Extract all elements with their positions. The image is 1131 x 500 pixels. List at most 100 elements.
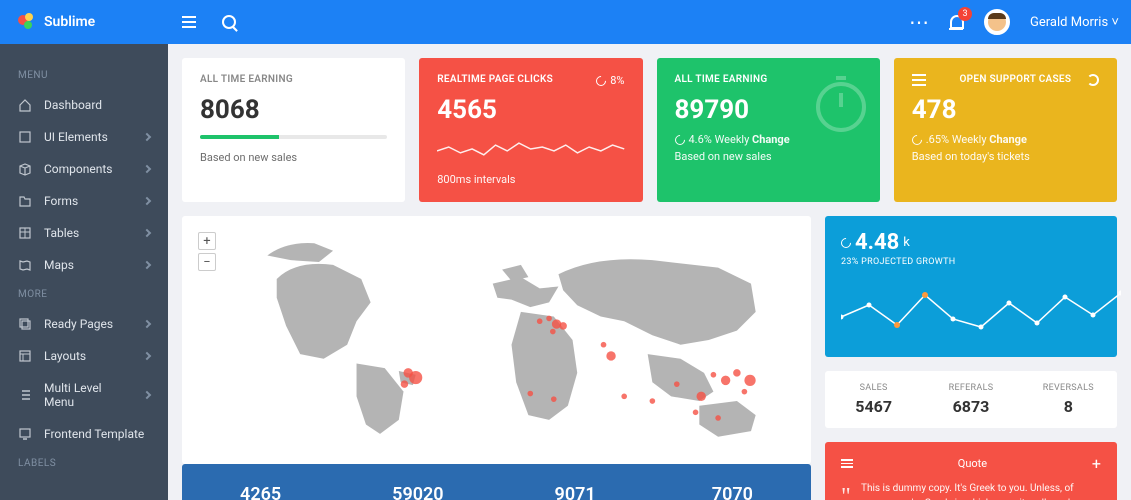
sidebar-item-ready-pages[interactable]: Ready Pages xyxy=(0,308,168,340)
logo[interactable]: Sublime xyxy=(0,13,168,31)
map-marker[interactable] xyxy=(559,322,567,330)
support-card: OPEN SUPPORT CASES 478 .65% Weekly Chang… xyxy=(894,58,1117,202)
map-stat: 7070 xyxy=(654,484,811,500)
search-icon[interactable] xyxy=(222,15,236,29)
sidebar-item-forms[interactable]: Forms xyxy=(0,185,168,217)
map-marker[interactable] xyxy=(742,389,748,395)
timer-icon xyxy=(816,82,866,132)
card-delta: 8% xyxy=(596,74,624,87)
sparkline-chart xyxy=(437,137,624,159)
map-stats-bar: 42655902090717070 xyxy=(182,464,811,500)
list-icon[interactable] xyxy=(841,459,853,468)
avatar[interactable] xyxy=(984,9,1010,35)
sidebar-item-label: Components xyxy=(44,162,132,176)
map-marker[interactable] xyxy=(697,392,706,401)
sidebar-item-label: Maps xyxy=(44,258,132,272)
more-icon[interactable]: ⋯ xyxy=(909,10,930,34)
map-marker[interactable] xyxy=(606,351,615,360)
card-value: 4565 xyxy=(437,95,624,125)
quote-mark-icon: " xyxy=(841,479,851,500)
sidebar-item-multi-level-menu[interactable]: Multi Level Menu xyxy=(0,372,168,418)
map-marker[interactable] xyxy=(550,329,556,335)
zoom-out-button[interactable]: − xyxy=(198,253,216,271)
chevron-right-icon xyxy=(143,197,151,205)
sidebar-item-label: Ready Pages xyxy=(44,317,132,331)
map-marker[interactable] xyxy=(733,369,741,377)
user-menu[interactable]: Gerald Morris ˅ xyxy=(1030,14,1119,30)
home-icon xyxy=(18,98,32,112)
chevron-right-icon xyxy=(143,352,151,360)
map-marker[interactable] xyxy=(527,391,533,397)
card-subtitle: Based on today's tickets xyxy=(912,150,1099,163)
sidebar-item-tables[interactable]: Tables xyxy=(0,217,168,249)
growth-subtitle: 23% PROJECTED GROWTH xyxy=(841,257,1101,267)
menu-toggle-icon[interactable] xyxy=(182,16,196,28)
card-title: OPEN SUPPORT CASES xyxy=(932,74,1099,85)
card-change: .65% Weekly Change xyxy=(912,133,1099,146)
chevron-right-icon xyxy=(143,320,151,328)
sidebar-item-ui-elements[interactable]: UI Elements xyxy=(0,121,168,153)
stat-sales: SALES5467 xyxy=(825,383,922,416)
stat-label: REVERSALS xyxy=(1020,383,1117,393)
refresh-icon xyxy=(594,73,608,87)
sidebar-item-label: Dashboard xyxy=(44,98,150,112)
chevron-right-icon xyxy=(143,391,151,399)
map-marker[interactable] xyxy=(674,381,680,387)
map-marker[interactable] xyxy=(744,375,755,386)
sidebar-item-label: Layouts xyxy=(44,349,132,363)
map-marker[interactable] xyxy=(715,415,721,421)
zoom-in-button[interactable]: + xyxy=(198,232,216,250)
clicks-card: REALTIME PAGE CLICKS 8% 4565 800ms inter… xyxy=(419,58,642,202)
map-marker[interactable] xyxy=(711,372,717,378)
map-marker[interactable] xyxy=(650,398,656,404)
sidebar-section-header: MORE xyxy=(0,281,168,308)
refresh-icon xyxy=(839,235,853,249)
map-marker[interactable] xyxy=(621,394,627,400)
sidebar-item-components[interactable]: Components xyxy=(0,153,168,185)
bell-icon[interactable]: 3 xyxy=(950,15,964,29)
card-title: ALL TIME EARNING xyxy=(200,74,387,85)
add-icon[interactable]: + xyxy=(1092,454,1101,473)
sidebar: MENU Dashboard UI Elements Components FormsT… xyxy=(0,44,168,500)
quote-title: Quote xyxy=(853,457,1092,470)
layout-icon xyxy=(18,349,32,363)
growth-line-chart xyxy=(841,275,1121,343)
stat-reversals: REVERSALS8 xyxy=(1020,383,1117,416)
list-icon xyxy=(18,388,32,402)
map-marker[interactable] xyxy=(409,371,422,384)
sidebar-item-frontend-template[interactable]: Frontend Template xyxy=(0,418,168,450)
card-subtitle: 800ms intervals xyxy=(437,173,624,186)
map-marker[interactable] xyxy=(551,396,557,402)
map-marker[interactable] xyxy=(401,380,409,388)
table-icon xyxy=(18,226,32,240)
progress-bar xyxy=(200,135,387,139)
refresh-icon[interactable] xyxy=(1087,74,1099,86)
monitor-icon xyxy=(18,427,32,441)
card-value: 478 xyxy=(912,95,1099,125)
map-marker[interactable] xyxy=(546,316,552,322)
chevron-right-icon xyxy=(143,133,151,141)
stat-label: SALES xyxy=(825,383,922,393)
notification-badge: 3 xyxy=(958,7,972,21)
sidebar-item-maps[interactable]: Maps xyxy=(0,249,168,281)
map-marker[interactable] xyxy=(601,342,607,348)
card-change: 4.6% Weekly Change xyxy=(675,133,862,146)
growth-card: 4.48k 23% PROJECTED GROWTH xyxy=(825,216,1117,357)
sidebar-item-label: Frontend Template xyxy=(44,427,150,441)
sidebar-item-dashboard[interactable]: Dashboard xyxy=(0,89,168,121)
world-map-card: + − xyxy=(182,216,811,464)
sidebar-section-header: MENU xyxy=(0,62,168,89)
sidebar-section-header: LABELS xyxy=(0,450,168,477)
map-marker[interactable] xyxy=(693,409,699,415)
sidebar-item-layouts[interactable]: Layouts xyxy=(0,340,168,372)
top-header: Sublime ⋯ 3 Gerald Morris ˅ xyxy=(0,0,1131,44)
stat-referals: REFERALS6873 xyxy=(922,383,1019,416)
list-icon[interactable] xyxy=(912,74,926,86)
stats-card: SALES5467REFERALS6873REVERSALS8 xyxy=(825,371,1117,428)
world-map[interactable] xyxy=(228,232,795,448)
map-marker[interactable] xyxy=(721,376,730,385)
sidebar-item-label: UI Elements xyxy=(44,130,132,144)
quote-card: Quote + " This is dummy copy. It's Greek… xyxy=(825,442,1117,500)
brand-name: Sublime xyxy=(44,14,95,30)
map-marker[interactable] xyxy=(537,318,543,324)
